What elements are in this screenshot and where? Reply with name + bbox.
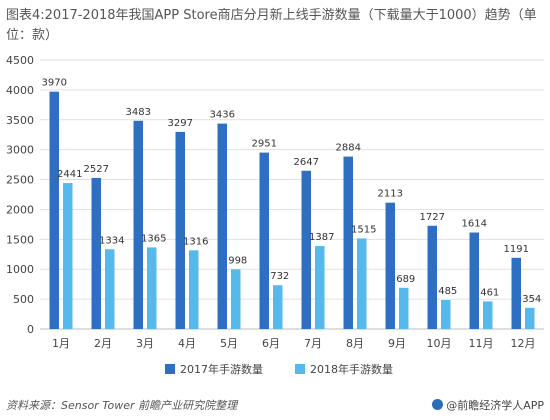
bar-2018-10 <box>441 300 451 329</box>
bar-2017-10 <box>427 225 437 329</box>
brand-label: @前瞻经济学人APP <box>446 399 544 412</box>
data-label: 1614 <box>462 219 487 230</box>
bar-2017-7 <box>301 170 311 329</box>
x-tick-label: 10月 <box>427 337 452 350</box>
bar-2017-4 <box>175 131 185 329</box>
data-label: 1515 <box>351 224 376 235</box>
x-tick-label: 12月 <box>511 337 536 350</box>
x-tick-label: 5月 <box>220 337 238 350</box>
chart-title: 图表4:2017-2018年我国APP Store商店分月新上线手游数量（下载量… <box>6 8 537 43</box>
bar-2018-8 <box>357 238 367 329</box>
bar-2018-7 <box>315 246 325 329</box>
y-axis-ticks: 0 500 1000 1500 2000 2500 3000 3500 4000 4500 <box>6 54 34 336</box>
data-label: 1191 <box>504 244 529 255</box>
bar-2018-9 <box>399 287 409 329</box>
data-label: 3970 <box>42 78 67 89</box>
bar-2017-9 <box>385 202 395 329</box>
bar-2018-5 <box>231 269 241 329</box>
source-note: 资料来源：Sensor Tower 前瞻产业研究院整理 <box>6 399 238 412</box>
data-label: 354 <box>522 294 541 305</box>
x-tick-label: 4月 <box>178 337 196 350</box>
y-tick-label: 0 <box>27 323 34 336</box>
bar-2018-2 <box>105 249 115 329</box>
bar-2018-12 <box>525 307 535 329</box>
legend-label: 2017年手游数量 <box>180 362 263 376</box>
legend-swatch <box>295 364 305 374</box>
y-tick-label: 1000 <box>6 263 34 276</box>
data-label: 1387 <box>309 232 334 243</box>
y-tick-label: 3500 <box>6 114 34 127</box>
bar-2018-4 <box>189 250 199 329</box>
data-label: 485 <box>438 286 457 297</box>
data-label: 2647 <box>294 157 319 168</box>
bar-2017-12 <box>511 257 521 329</box>
brand-watermark: @前瞻经济学人APP <box>432 397 544 413</box>
bar-2018-1 <box>63 183 73 329</box>
bar-2018-6 <box>273 285 283 329</box>
y-tick-label: 4000 <box>6 84 34 97</box>
x-tick-label: 8月 <box>346 337 364 350</box>
bar-2018-3 <box>147 247 157 329</box>
data-label: 732 <box>270 271 289 282</box>
x-tick-label: 11月 <box>469 337 494 350</box>
bar-2017-8 <box>343 156 353 329</box>
x-axis-ticks: 1月 2月 3月 4月 5月 6月 7月 8月 9月 10月 11月 12月 <box>52 337 536 350</box>
legend-swatch <box>165 364 175 374</box>
grid-lines <box>40 59 544 330</box>
data-label: 2527 <box>84 164 109 175</box>
legend: 2017年手游数量 2018年手游数量 <box>165 362 393 376</box>
y-tick-label: 2500 <box>6 174 34 187</box>
y-tick-label: 500 <box>13 293 34 306</box>
data-label: 2951 <box>252 139 277 150</box>
data-label: 1334 <box>99 235 124 246</box>
data-label: 461 <box>480 287 499 298</box>
bar-2017-1 <box>49 91 59 329</box>
bar-2017-6 <box>259 152 269 329</box>
legend-label: 2018年手游数量 <box>310 362 393 376</box>
y-tick-label: 2000 <box>6 203 34 216</box>
y-tick-label: 4500 <box>6 54 34 67</box>
data-label: 2441 <box>57 169 82 180</box>
x-tick-label: 7月 <box>304 337 322 350</box>
data-label: 1727 <box>420 212 445 223</box>
data-labels: 3970 2441 2527 1334 3483 1365 3297 1316 3436 998 2… <box>42 78 542 305</box>
x-tick-label: 3月 <box>136 337 154 350</box>
x-tick-label: 6月 <box>262 337 280 350</box>
bar-2017-5 <box>217 123 227 330</box>
bar-2017-3 <box>133 120 143 329</box>
data-label: 3483 <box>126 107 151 118</box>
data-label: 3297 <box>168 118 193 129</box>
data-label: 689 <box>396 274 415 285</box>
bar-2017-2 <box>91 177 101 329</box>
data-label: 2113 <box>378 189 403 200</box>
data-label: 1365 <box>141 233 166 244</box>
bars <box>49 91 535 330</box>
y-tick-label: 1500 <box>6 233 34 246</box>
x-tick-label: 1月 <box>52 337 70 350</box>
bar-2017-11 <box>469 232 479 329</box>
bar-2018-11 <box>483 301 493 329</box>
y-tick-label: 3000 <box>6 144 34 157</box>
data-label: 3436 <box>210 110 235 121</box>
data-label: 2884 <box>336 143 361 154</box>
x-tick-label: 2月 <box>94 337 112 350</box>
data-label: 998 <box>228 255 247 266</box>
x-tick-label: 9月 <box>388 337 406 350</box>
data-label: 1316 <box>183 236 208 247</box>
brand-logo-icon <box>432 399 444 410</box>
